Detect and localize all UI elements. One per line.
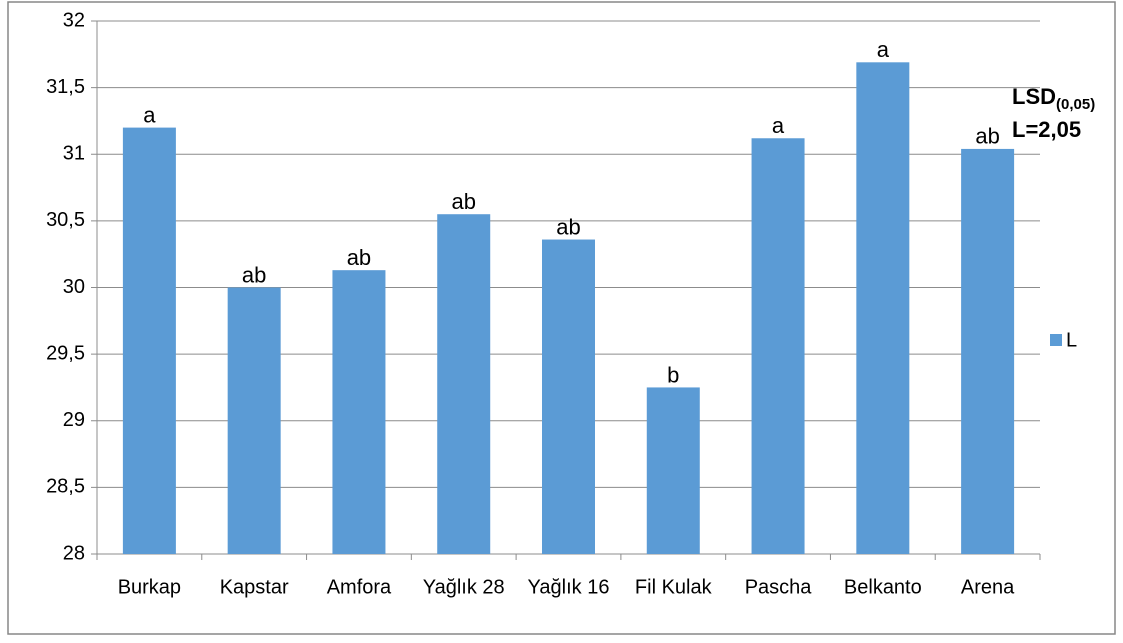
bar bbox=[646, 387, 700, 554]
x-tick-label: Yağlık 28 bbox=[423, 576, 505, 598]
y-tick-label: 28 bbox=[63, 542, 85, 564]
y-tick-label: 29 bbox=[63, 409, 85, 431]
data-label: ab bbox=[556, 214, 580, 239]
bar bbox=[961, 148, 1015, 555]
data-label: ab bbox=[347, 245, 371, 270]
x-tick-label: Belkanto bbox=[844, 576, 922, 598]
data-label: b bbox=[667, 362, 679, 387]
x-tick-label: Kapstar bbox=[220, 576, 289, 598]
data-label: a bbox=[877, 37, 890, 62]
y-tick-label: 31,5 bbox=[46, 76, 85, 98]
x-tick-label: Burkap bbox=[118, 576, 181, 598]
bar bbox=[122, 127, 176, 554]
bar bbox=[542, 239, 595, 554]
y-tick-label: 30,5 bbox=[46, 209, 85, 231]
x-tick-label: Fil Kulak bbox=[635, 576, 713, 598]
y-tick-label: 28,5 bbox=[46, 476, 85, 498]
legend-swatch bbox=[1050, 334, 1062, 346]
y-tick-label: 32 bbox=[63, 9, 85, 31]
bar bbox=[856, 62, 910, 555]
legend-label: L bbox=[1066, 329, 1077, 351]
data-label: a bbox=[143, 102, 156, 127]
x-tick-label: Yağlık 16 bbox=[528, 576, 610, 598]
y-tick-label: 31 bbox=[63, 143, 85, 165]
y-tick-label: 30 bbox=[63, 276, 85, 298]
bar bbox=[332, 270, 386, 554]
bar bbox=[437, 214, 491, 554]
data-label: ab bbox=[451, 189, 475, 214]
data-label: ab bbox=[242, 262, 266, 287]
annotation-subscript: (0,05) bbox=[1056, 96, 1095, 113]
x-tick-label: Amfora bbox=[327, 576, 392, 598]
x-tick-label: Arena bbox=[961, 576, 1015, 598]
x-tick-label: Pascha bbox=[745, 576, 813, 598]
annotation-line: L=2,05 bbox=[1012, 117, 1081, 142]
data-label: ab bbox=[975, 124, 999, 149]
bar bbox=[751, 138, 805, 554]
bar bbox=[227, 287, 281, 554]
data-label: a bbox=[772, 113, 785, 138]
y-tick-label: 29,5 bbox=[46, 342, 85, 364]
